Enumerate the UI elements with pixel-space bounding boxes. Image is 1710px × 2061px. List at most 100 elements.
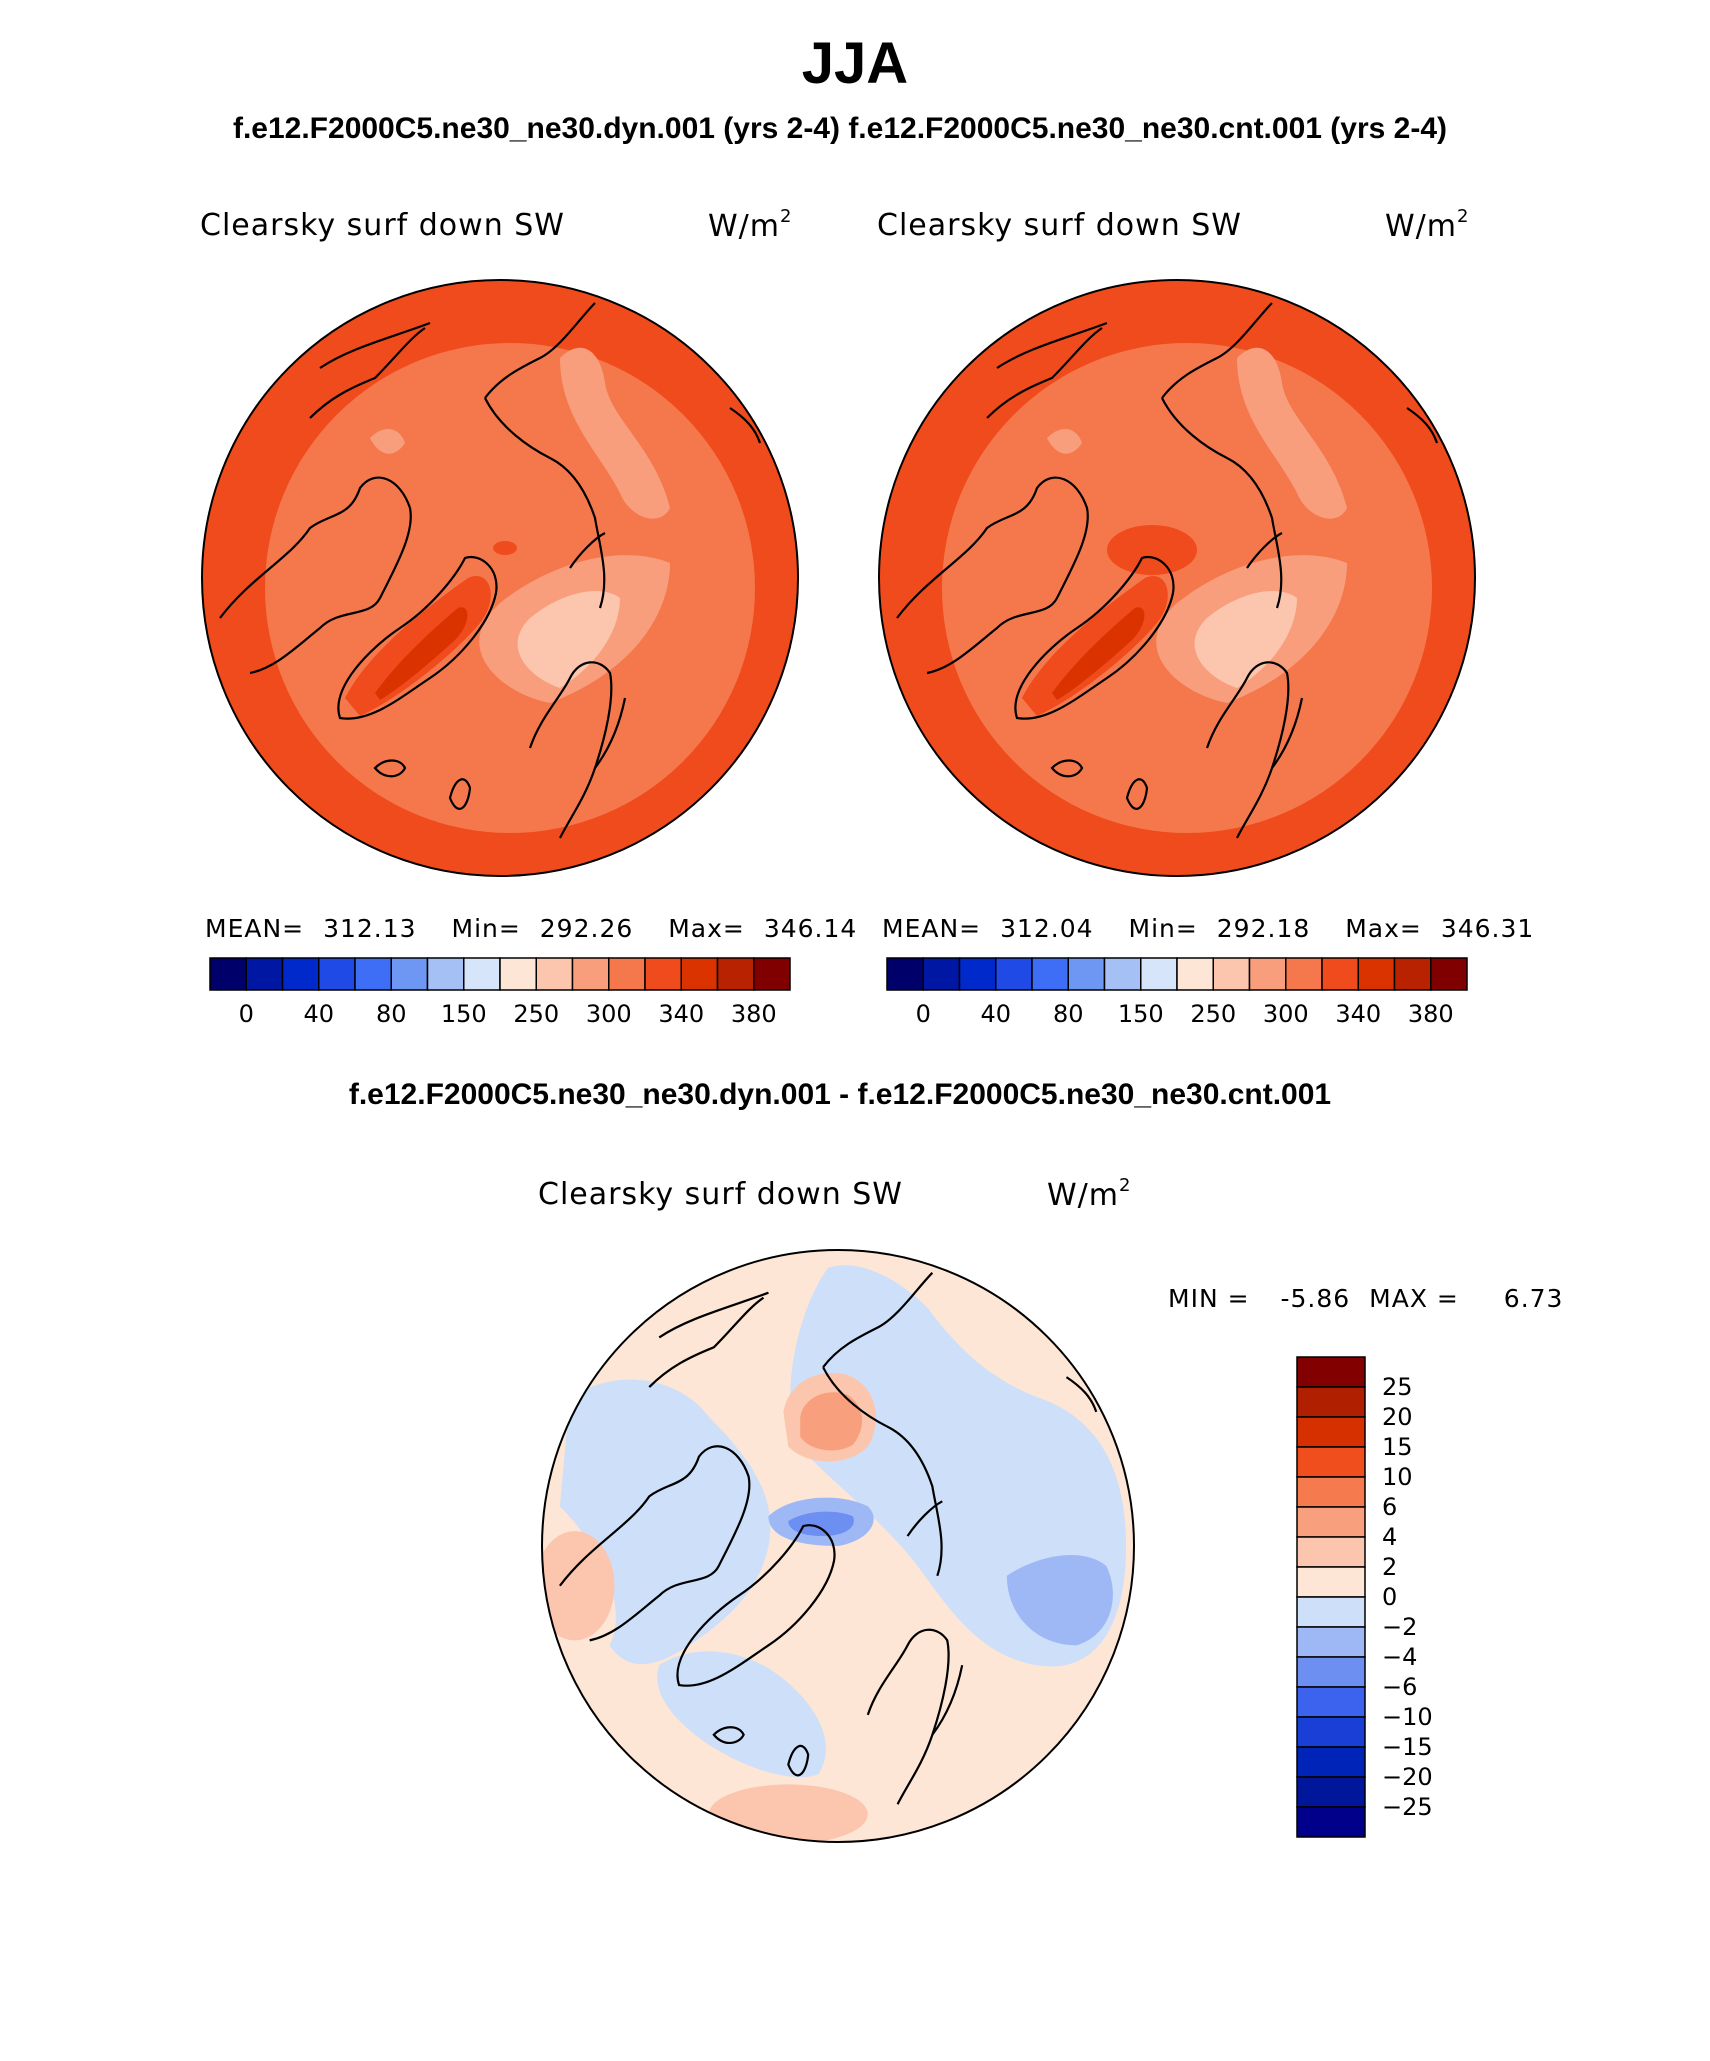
panel1-mean-value: 312.13 xyxy=(323,914,417,943)
colorbar-swatch xyxy=(1296,1356,1366,1388)
colorbar-tick-label: −25 xyxy=(1382,1793,1433,1821)
map-boundary xyxy=(201,279,799,877)
coastline-10 xyxy=(1406,407,1439,444)
difference-map xyxy=(541,1249,1135,1843)
colorbar-tick-label: 25 xyxy=(1382,1373,1413,1401)
colorbar-swatch xyxy=(463,957,501,991)
colorbar-swatch xyxy=(571,957,610,991)
colorbar-swatch xyxy=(499,957,537,991)
panel1-colorbar-ticks: 0 40 80 150 250 300 340 380 xyxy=(210,1000,790,1030)
colorbar-tick-label: 250 xyxy=(513,1000,560,1028)
panel3-min-label: MIN = xyxy=(1168,1284,1250,1313)
coastline-8 xyxy=(712,1726,745,1745)
colorbar-swatch xyxy=(922,957,961,991)
colorbar-tick-label: 0 xyxy=(1382,1583,1398,1611)
coastline-5 xyxy=(528,661,613,839)
colorbar-tick-label: −4 xyxy=(1382,1643,1418,1671)
panel3-max-label: MAX = xyxy=(1369,1284,1459,1313)
diff-field-negative-core xyxy=(788,1511,854,1537)
colorbar-tick-label: 0 xyxy=(915,1000,931,1028)
panel1-max-label: Max= xyxy=(668,914,745,943)
diff-field-negative-0 xyxy=(559,1379,771,1665)
coastline-1 xyxy=(219,476,412,675)
colorbar-tick-label: −10 xyxy=(1382,1703,1433,1731)
colorbar-swatch xyxy=(390,957,429,991)
diff-field-positive-south xyxy=(708,1784,868,1842)
colorbar-tick-label: 150 xyxy=(440,1000,487,1028)
panel3-min-value: -5.86 xyxy=(1280,1284,1351,1313)
colorbar-swatch xyxy=(1393,957,1432,991)
panel1-colorbar xyxy=(209,957,791,991)
colorbar-tick-label: 250 xyxy=(1190,1000,1237,1028)
panel2-mean-label: MEAN= xyxy=(882,914,982,943)
diff-field-positive-west xyxy=(542,1531,615,1641)
colorbar-swatch xyxy=(753,957,791,991)
colorbar-tick-label: 300 xyxy=(1262,1000,1309,1028)
panel2-mean-value: 312.04 xyxy=(1000,914,1094,943)
coastline-0 xyxy=(676,1524,836,1687)
map-field-greenland-core xyxy=(375,607,468,700)
colorbar-swatch xyxy=(1140,957,1178,991)
panel1-stats: MEAN= 312.13 Min= 292.26 Max= 346.14 xyxy=(205,914,857,943)
coastline-2 xyxy=(986,327,1103,419)
panel1-max-value: 346.14 xyxy=(763,914,858,943)
coastline-0 xyxy=(1014,555,1175,720)
colorbar-swatch xyxy=(1296,1386,1366,1418)
panel1-mean-label: MEAN= xyxy=(205,914,305,943)
diff-field-negative-2 xyxy=(657,1651,826,1778)
colorbar-tick-label: 2 xyxy=(1382,1553,1398,1581)
coastline-4 xyxy=(484,397,606,609)
colorbar-swatch xyxy=(535,957,574,991)
panel2-colorbar xyxy=(886,957,1468,991)
colorbar-swatch xyxy=(1296,1806,1366,1838)
colorbar-swatch xyxy=(1296,1626,1366,1658)
map-field-siberia-low xyxy=(560,347,670,519)
panel2-max-label: Max= xyxy=(1345,914,1422,943)
difference-title: f.e12.F2000C5.ne30_ne30.dyn.001 - f.e12.… xyxy=(348,1078,1332,1111)
colorbar-swatch xyxy=(1103,957,1142,991)
map-field-region xyxy=(265,343,755,833)
colorbar-swatch xyxy=(209,957,247,991)
coastline-6 xyxy=(1271,697,1304,769)
map-boundary xyxy=(878,279,1476,877)
colorbar-tick-label: −2 xyxy=(1382,1613,1418,1641)
panel1-min-label: Min= xyxy=(451,914,521,943)
map-boundary xyxy=(541,1249,1135,1843)
colorbar-tick-label: 380 xyxy=(1407,1000,1454,1028)
panel2-max-value: 346.31 xyxy=(1440,914,1535,943)
map-field-alaska-low xyxy=(1047,428,1082,454)
colorbar-swatch xyxy=(644,957,682,991)
colorbar-swatch xyxy=(886,957,924,991)
coastline-7 xyxy=(448,778,472,810)
panel3-units: W/m2 xyxy=(1047,1175,1132,1213)
colorbar-tick-label: −20 xyxy=(1382,1763,1433,1791)
coastline-1 xyxy=(558,1445,751,1642)
colorbar-swatch xyxy=(1067,957,1106,991)
colorbar-swatch xyxy=(958,957,997,991)
coastline-3 xyxy=(484,302,596,399)
colorbar-swatch xyxy=(680,957,719,991)
colorbar-swatch xyxy=(354,957,392,991)
colorbar-tick-label: 80 xyxy=(1052,1000,1084,1028)
colorbar-swatch xyxy=(1031,957,1069,991)
coastline-7 xyxy=(1125,778,1149,810)
map-field-pole xyxy=(493,541,517,555)
colorbar-swatch xyxy=(1430,957,1468,991)
coastline-11 xyxy=(319,321,431,369)
coastline-7 xyxy=(787,1744,810,1777)
coastline-5 xyxy=(866,1628,950,1805)
colorbar-swatch xyxy=(1296,1506,1366,1538)
coastline-2 xyxy=(309,327,426,419)
map-field-rim xyxy=(879,280,1475,876)
panel1-min-value: 292.26 xyxy=(539,914,634,943)
colorbar-tick-label: 40 xyxy=(303,1000,335,1028)
colorbar-tick-label: −15 xyxy=(1382,1733,1433,1761)
colorbar-swatch xyxy=(1296,1596,1366,1628)
colorbar-swatch xyxy=(1248,957,1287,991)
map-field-eurasia-lowest xyxy=(517,590,620,688)
colorbar-swatch xyxy=(1212,957,1251,991)
colorbar-tick-label: 6 xyxy=(1382,1493,1398,1521)
colorbar-swatch xyxy=(281,957,320,991)
colorbar-swatch xyxy=(1357,957,1396,991)
colorbar-swatch xyxy=(245,957,284,991)
